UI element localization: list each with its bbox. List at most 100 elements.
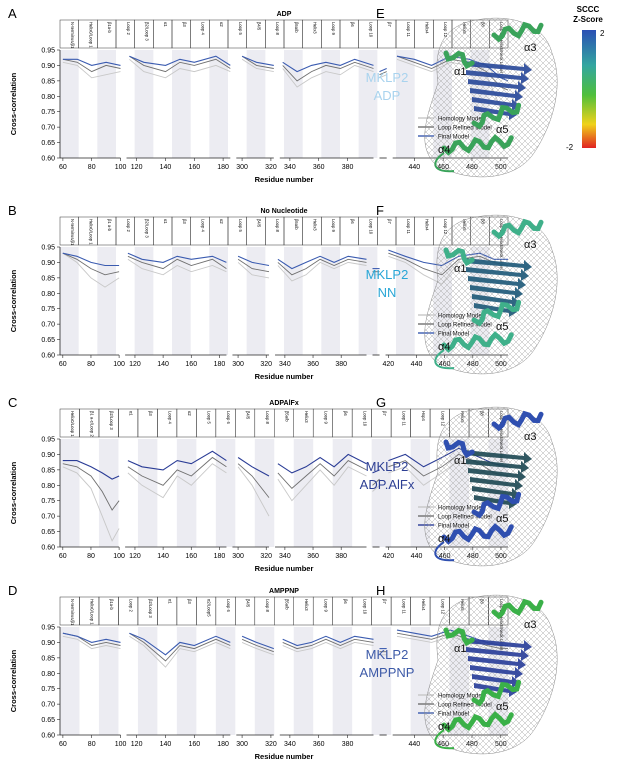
- beta-strand: [470, 477, 523, 491]
- y-tick-label: 0.75: [41, 306, 55, 313]
- helix-label: α3: [524, 619, 536, 631]
- region-label: Helix3: [304, 599, 309, 611]
- region-header-box: [283, 216, 303, 246]
- y-tick-label: 0.90: [41, 640, 55, 647]
- region-header-box: [312, 596, 333, 626]
- region-header-box: [153, 19, 173, 49]
- y-tick-label: 0.80: [41, 483, 55, 490]
- region-header-box: [176, 408, 197, 438]
- alpha-helix: [441, 134, 514, 156]
- panel-letter: A: [8, 6, 17, 21]
- series-line-1: [379, 71, 387, 76]
- series-line-0: [372, 484, 380, 492]
- region-label: Loop 8: [265, 599, 270, 612]
- series-line-0: [282, 64, 374, 88]
- x-tick-label: 60: [59, 553, 67, 560]
- region-header-box: [98, 596, 119, 626]
- series-line-0: [62, 466, 120, 542]
- alpha-helix: [443, 247, 475, 267]
- x-tick-label: 60: [59, 741, 67, 748]
- region-band: [332, 439, 353, 547]
- density-mesh: [424, 214, 558, 375]
- region-band: [215, 627, 236, 735]
- region-label: α1: [168, 599, 173, 604]
- series-line-2: [62, 252, 120, 267]
- region-band: [246, 50, 266, 158]
- region-header-box: [358, 216, 378, 246]
- beta-strand: [464, 638, 532, 652]
- region-header-box: [78, 216, 98, 246]
- region-label: Loop 9: [323, 599, 328, 612]
- x-tick-label: 180: [217, 164, 229, 171]
- region-header-box: [351, 408, 372, 438]
- region-label: Loop 5: [238, 22, 243, 35]
- region-label: β6: [343, 411, 348, 416]
- x-tick-label: 380: [342, 164, 354, 171]
- panel-letter: B: [8, 203, 17, 218]
- loop-coil: [434, 152, 455, 173]
- x-tick-label: 300: [236, 741, 248, 748]
- x-tick-label: 80: [87, 361, 95, 368]
- colorbar-max-label: 2: [600, 29, 605, 38]
- series-line-1: [129, 55, 231, 73]
- series-line-2: [129, 55, 231, 66]
- region-label: Loop 9: [331, 22, 336, 35]
- y-tick-label: 0.85: [41, 78, 55, 85]
- region-band: [396, 50, 415, 158]
- x-tick-label: 300: [236, 164, 248, 171]
- beta-strand: [466, 459, 529, 473]
- region-header-box: [371, 596, 392, 626]
- region-band: [254, 627, 275, 735]
- region-band: [134, 50, 154, 158]
- y-tick-label: 0.70: [41, 322, 55, 329]
- region-header-box: [59, 408, 80, 438]
- region-header-box: [254, 596, 275, 626]
- region-band: [284, 50, 303, 158]
- region-header-box: [115, 19, 135, 49]
- x-tick-label: 140: [160, 741, 172, 748]
- x-tick-label: 120: [129, 553, 141, 560]
- helix-label: α5: [496, 124, 508, 136]
- structure-label-line1: MKLP2: [366, 267, 409, 282]
- region-label: β5a/b: [285, 411, 290, 422]
- y-tick-label: 0.95: [41, 625, 55, 632]
- y-tick-label: 0.60: [41, 353, 55, 360]
- region-label: β3: [182, 22, 187, 27]
- region-header-box: [302, 19, 322, 49]
- region-header-box: [98, 408, 119, 438]
- structure-panel-e: E MKLP2 ADP α3 α1 α5 α4: [366, 6, 558, 178]
- alpha-helix: [471, 299, 522, 327]
- region-header-box: [134, 19, 154, 49]
- region-label: β1 a-c/Loop 2: [90, 411, 95, 437]
- helix-label: α3: [524, 431, 536, 443]
- series-line-0: [277, 466, 367, 502]
- region-header-box: [339, 19, 359, 49]
- alpha-helix: [443, 50, 475, 70]
- alpha-helix: [491, 598, 544, 620]
- region-label: β7: [382, 599, 387, 604]
- x-tick-label: 300: [232, 553, 244, 560]
- y-tick-label: 0.85: [41, 655, 55, 662]
- region-label: α1: [163, 219, 168, 224]
- region-label: Loop 10: [362, 411, 367, 427]
- region-header-box: [97, 216, 117, 246]
- beta-strand: [474, 106, 517, 120]
- y-tick-label: 0.80: [41, 671, 55, 678]
- alpha-helix: [491, 218, 544, 240]
- region-label: Loop 8: [275, 219, 280, 232]
- region-header-box: [395, 216, 415, 246]
- region-label: Helix4: [421, 599, 426, 611]
- series-line-0: [237, 466, 270, 517]
- region-label: N-terminus/β1: [70, 219, 75, 246]
- region-label: Loop 5: [207, 411, 212, 424]
- x-tick-label: 60: [59, 164, 67, 171]
- region-label: Loop 6: [226, 599, 231, 612]
- series-line-0: [129, 58, 231, 79]
- helix-label: α5: [496, 701, 508, 713]
- series-line-1: [241, 55, 274, 69]
- region-label: α2/Loop5: [207, 599, 212, 617]
- chart-title: ADP: [277, 11, 292, 18]
- region-band: [358, 247, 378, 355]
- x-tick-label: 440: [411, 361, 423, 368]
- y-tick-label: 0.90: [41, 260, 55, 267]
